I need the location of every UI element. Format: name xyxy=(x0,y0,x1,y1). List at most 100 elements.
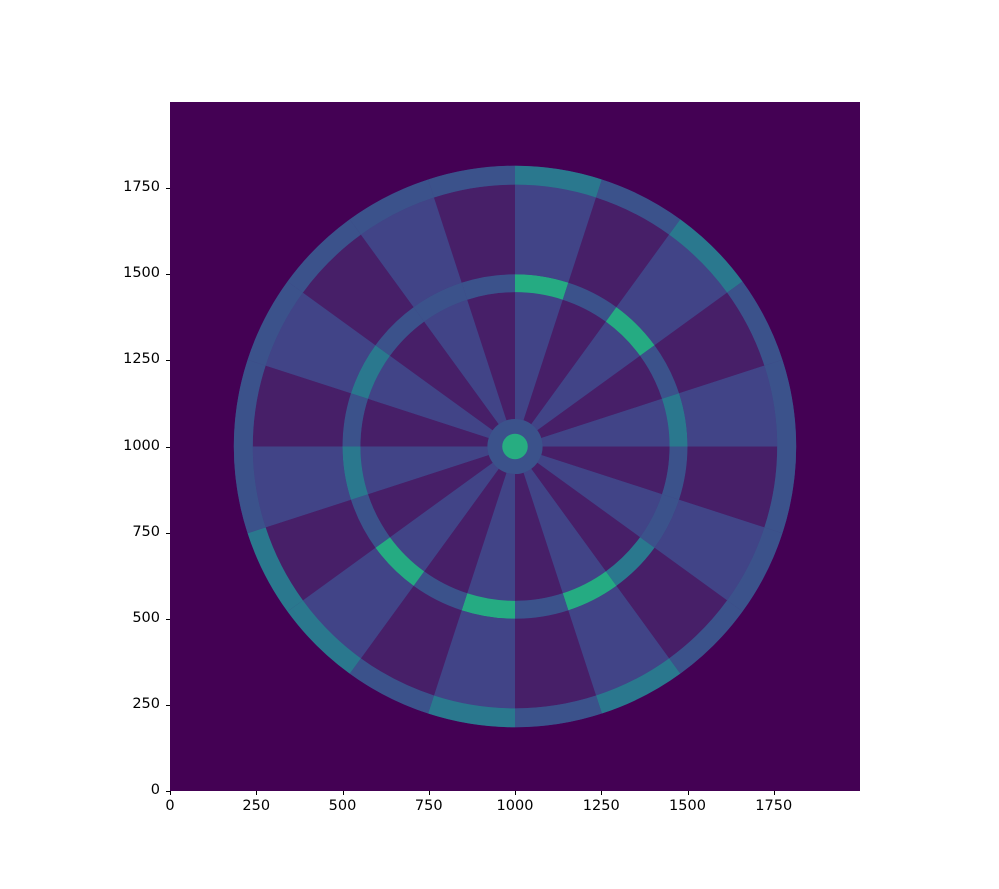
triple-ring-segment xyxy=(562,282,617,322)
sector-outer-body xyxy=(515,610,597,709)
x-tick-mark xyxy=(256,791,258,795)
triple-ring-segment xyxy=(461,274,515,300)
triple-ring-segment xyxy=(375,537,425,586)
sector-outer-body xyxy=(302,234,414,346)
double-ring-segment xyxy=(233,446,266,534)
y-tick-mark xyxy=(166,532,170,534)
inner-bull xyxy=(502,433,528,460)
sector-inner-body xyxy=(467,292,515,421)
double-ring-segment xyxy=(428,695,515,728)
sector-inner-body xyxy=(368,355,493,438)
sector-outer-body xyxy=(302,547,414,659)
sector-inner-body xyxy=(537,455,662,538)
sector-inner-body xyxy=(424,299,507,425)
sector-inner-body xyxy=(515,472,563,601)
sector-inner-body xyxy=(541,446,670,495)
x-tick-label: 500 xyxy=(328,798,357,814)
triple-ring-segment xyxy=(515,593,569,619)
x-tick-label: 250 xyxy=(242,798,271,814)
x-tick-mark xyxy=(601,791,603,795)
sector-outer-body xyxy=(679,446,778,528)
x-tick-mark xyxy=(773,791,775,795)
y-tick-mark xyxy=(166,360,170,362)
triple-ring-segment xyxy=(375,307,425,356)
y-tick-mark xyxy=(166,704,170,706)
x-tick-label: 1250 xyxy=(582,798,620,814)
triple-ring-segment xyxy=(661,393,688,447)
sector-inner-body xyxy=(424,468,507,594)
double-ring-segment xyxy=(287,600,361,674)
sector-inner-body xyxy=(523,299,606,425)
y-tick-label: 1250 xyxy=(123,351,160,368)
triple-ring-segment xyxy=(350,494,390,548)
y-tick-label: 1500 xyxy=(123,265,160,282)
triple-ring-segment xyxy=(661,446,688,500)
double-ring-segment xyxy=(669,219,743,293)
sector-inner-body xyxy=(389,462,499,572)
y-tick-mark xyxy=(166,791,170,792)
y-tick-mark xyxy=(166,274,170,276)
sector-inner-body xyxy=(389,321,499,431)
triple-ring-segment xyxy=(605,537,655,586)
x-tick-mark xyxy=(687,791,689,795)
sector-outer-body xyxy=(252,446,351,528)
sector-inner-body xyxy=(541,398,670,447)
triple-ring-segment xyxy=(342,446,369,500)
sector-outer-body xyxy=(679,365,778,447)
double-ring-segment xyxy=(596,658,681,714)
sector-outer-body xyxy=(265,499,376,601)
x-tick-mark xyxy=(170,791,171,795)
sector-outer-body xyxy=(360,585,462,696)
sector-outer-body xyxy=(568,585,670,696)
sector-outer-body xyxy=(654,292,765,394)
double-ring-segment xyxy=(287,219,361,293)
double-ring-segment xyxy=(247,281,303,366)
double-ring-segment xyxy=(233,359,266,447)
dartboard-image xyxy=(233,165,797,728)
triple-ring-segment xyxy=(605,307,655,356)
sector-outer-body xyxy=(568,197,670,308)
sector-outer-body xyxy=(265,292,376,394)
y-tick-mark xyxy=(166,618,170,620)
triple-ring-segment xyxy=(350,345,390,399)
sector-inner-body xyxy=(515,292,563,421)
double-ring-segment xyxy=(727,281,783,366)
sector-outer-body xyxy=(433,610,515,709)
x-tick-label: 750 xyxy=(414,798,443,814)
double-ring-segment xyxy=(349,658,434,714)
y-tick-mark xyxy=(166,188,170,190)
double-ring-segment xyxy=(669,600,743,674)
sector-inner-body xyxy=(523,468,606,594)
sector-inner-body xyxy=(531,321,641,431)
double-ring-segment xyxy=(349,179,434,235)
sector-inner-body xyxy=(537,355,662,438)
sector-outer-body xyxy=(360,197,462,308)
sector-inner-body xyxy=(368,455,493,538)
triple-ring-segment xyxy=(562,571,617,611)
x-tick-label: 1750 xyxy=(755,798,793,814)
sector-inner-body xyxy=(531,462,641,572)
sector-outer-body xyxy=(616,547,728,659)
x-tick-label: 1000 xyxy=(496,798,534,814)
triple-ring-segment xyxy=(640,494,680,548)
triple-ring-segment xyxy=(515,274,569,300)
triple-ring-segment xyxy=(413,571,468,611)
x-tick-label: 1500 xyxy=(669,798,706,814)
sector-outer-body xyxy=(654,499,765,601)
double-ring-segment xyxy=(764,359,797,447)
y-tick-mark xyxy=(166,446,170,448)
double-ring-segment xyxy=(596,179,681,235)
triple-ring-segment xyxy=(461,593,515,619)
y-tick-label: 1000 xyxy=(123,437,160,454)
y-tick-label: 750 xyxy=(132,523,160,540)
y-tick-label: 0 xyxy=(150,782,160,798)
sector-inner-body xyxy=(467,472,515,601)
y-tick-label: 250 xyxy=(132,695,160,712)
triple-ring-segment xyxy=(342,393,369,447)
y-tick-label: 1750 xyxy=(123,179,160,196)
sector-inner-body xyxy=(360,446,489,495)
x-tick-mark xyxy=(342,791,344,795)
sector-outer-body xyxy=(252,365,351,447)
x-tick-mark xyxy=(428,791,430,795)
